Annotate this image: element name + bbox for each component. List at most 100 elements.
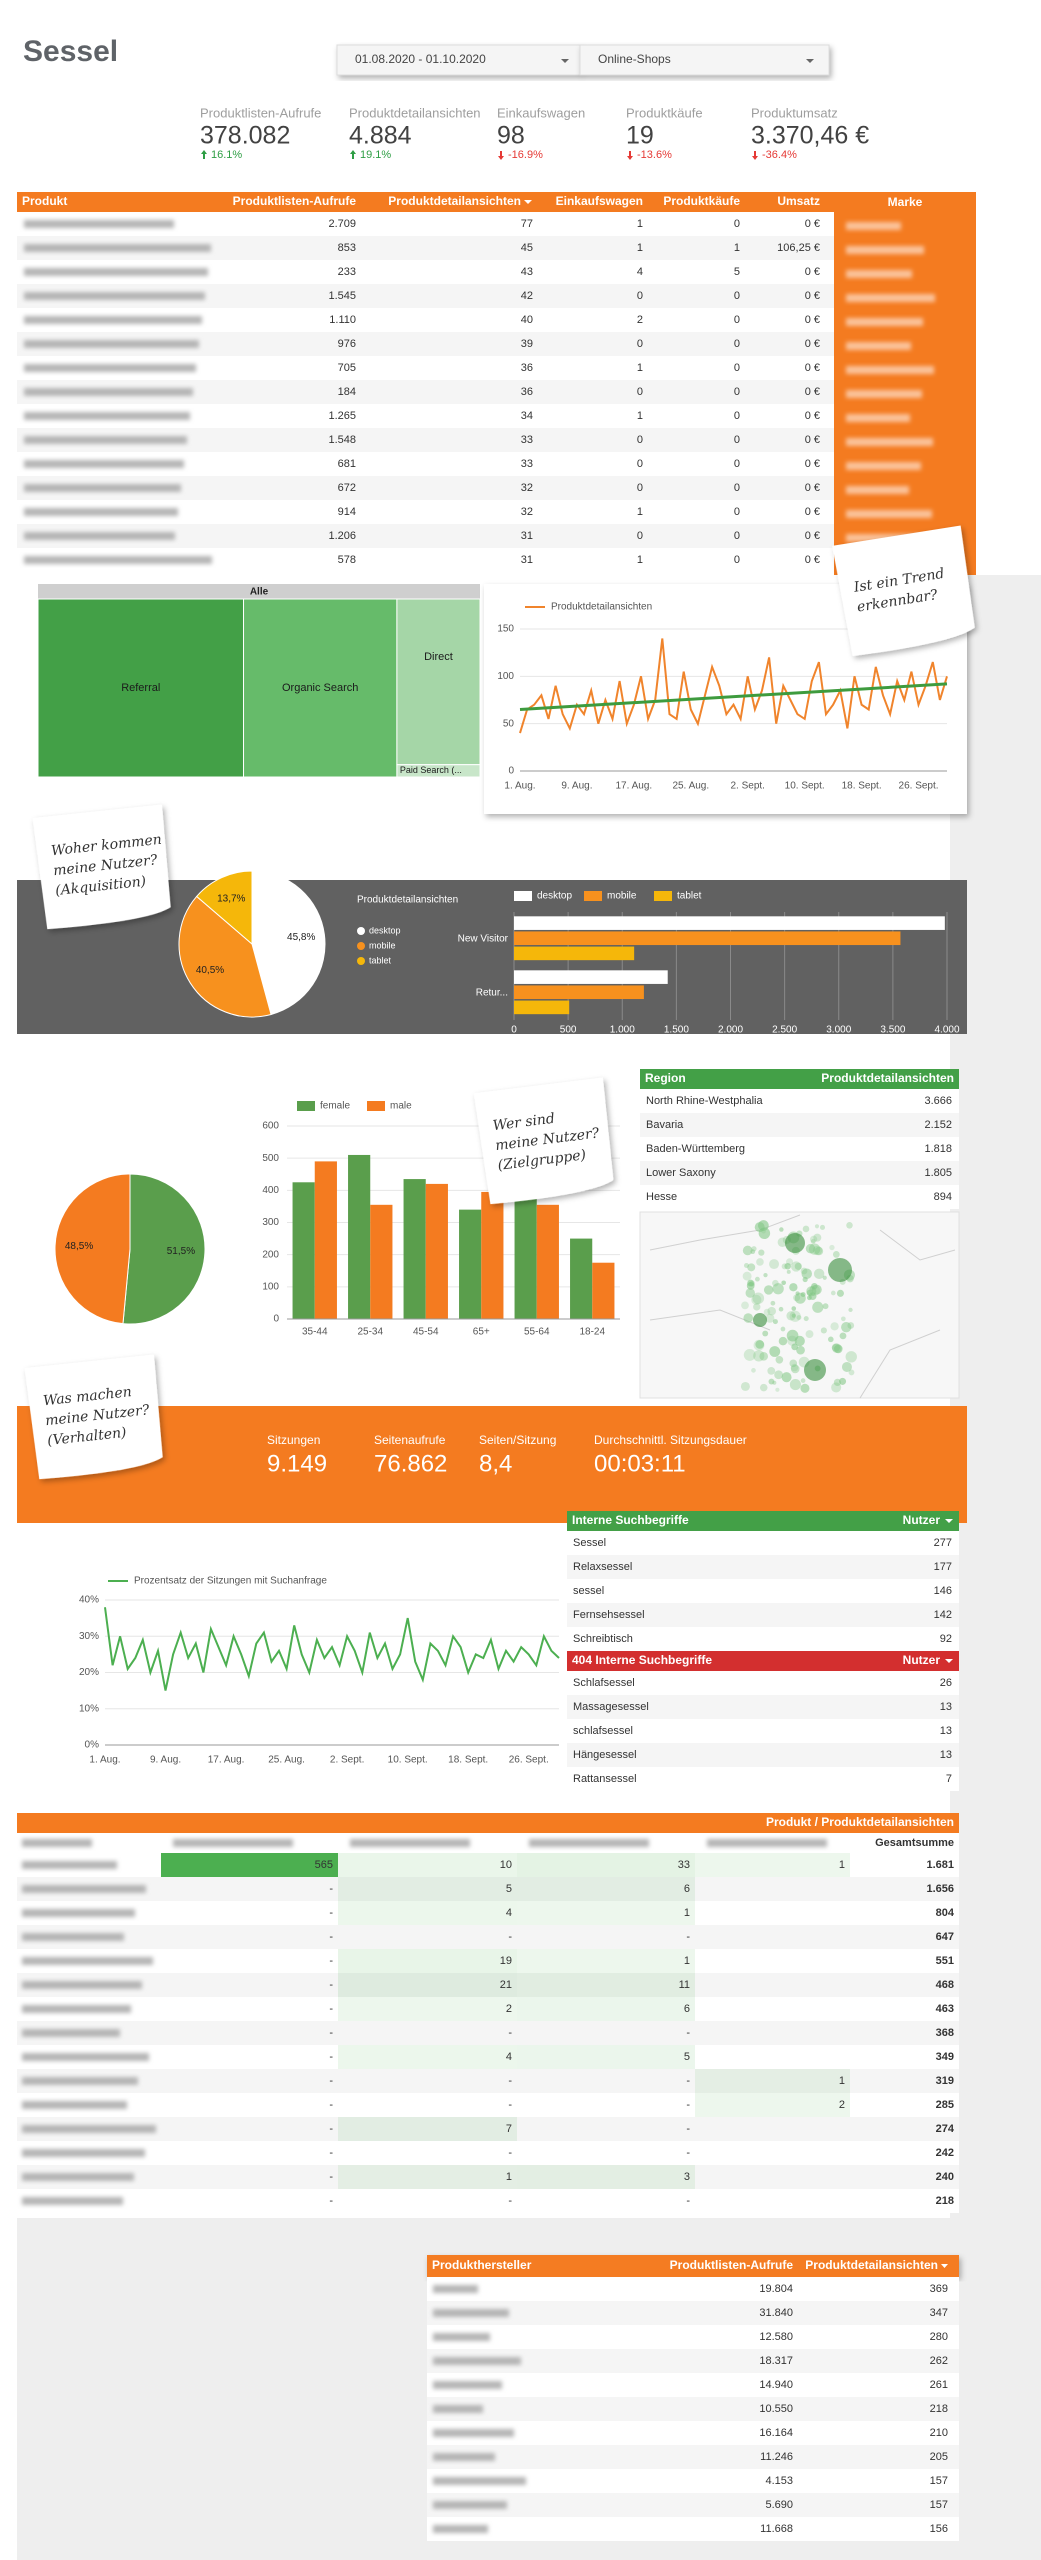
table-cell: 976 bbox=[338, 338, 356, 350]
filter-dropdown[interactable] bbox=[579, 44, 830, 76]
redacted-text bbox=[22, 1981, 142, 1989]
map-region bbox=[767, 1366, 776, 1375]
table-cell: - bbox=[686, 1931, 690, 1943]
pie-slice bbox=[178, 895, 272, 1018]
x-tick-label: 25-34 bbox=[357, 1327, 383, 1338]
table-cell: 242 bbox=[936, 2147, 954, 2159]
table-cell: 0 € bbox=[805, 386, 820, 398]
column-header: Nutzer bbox=[903, 1513, 941, 1527]
table-cell: 1 bbox=[637, 506, 643, 518]
map-region bbox=[841, 1361, 852, 1372]
redacted-text bbox=[22, 2005, 131, 2013]
map-region bbox=[756, 1258, 764, 1266]
table-cell: 0 bbox=[637, 434, 643, 446]
bar bbox=[514, 970, 668, 984]
table-cell: Hesse bbox=[646, 1191, 677, 1203]
x-tick-label: 4.000 bbox=[934, 1025, 959, 1036]
redacted-text bbox=[24, 364, 196, 372]
table-cell: 285 bbox=[936, 2099, 954, 2111]
table-cell: 34 bbox=[521, 410, 533, 422]
table-cell: 11 bbox=[679, 1979, 690, 1991]
note-paper bbox=[32, 804, 171, 930]
redacted-text bbox=[24, 268, 208, 276]
redacted-text bbox=[433, 2309, 509, 2317]
note-paper bbox=[473, 1077, 614, 1205]
table-cell: 681 bbox=[338, 458, 356, 470]
map-region bbox=[845, 1351, 857, 1363]
table-cell: Massagesessel bbox=[573, 1701, 649, 1713]
kpi-label: Produktdetailansichten bbox=[349, 105, 481, 120]
table-cell: - bbox=[508, 2075, 512, 2087]
table-row bbox=[640, 1089, 959, 1113]
table-cell: 7 bbox=[946, 1773, 952, 1785]
redacted-text bbox=[846, 438, 933, 446]
table-cell: - bbox=[329, 1907, 333, 1919]
table-cell: 106,25 € bbox=[777, 242, 820, 254]
legend-label: desktop bbox=[537, 891, 572, 902]
table-row bbox=[427, 2277, 959, 2301]
map-region bbox=[770, 1300, 776, 1306]
sort-icon bbox=[945, 1519, 953, 1523]
map-region bbox=[752, 1292, 765, 1305]
table-cell: 2 bbox=[839, 2099, 845, 2111]
map-region bbox=[751, 1246, 757, 1252]
y-tick-label: 300 bbox=[262, 1217, 279, 1228]
table-row bbox=[427, 2397, 959, 2421]
table-cell: 42 bbox=[521, 290, 533, 302]
map-region bbox=[759, 1352, 768, 1361]
x-tick-label: 18-24 bbox=[579, 1327, 605, 1338]
table-cell: - bbox=[329, 2195, 333, 2207]
kpi-arrow bbox=[627, 151, 633, 160]
dropdown-icon bbox=[806, 59, 814, 63]
table-cell: 1.805 bbox=[924, 1167, 952, 1179]
legend-label: male bbox=[390, 1101, 412, 1112]
pie-slice bbox=[122, 1173, 206, 1325]
map-region bbox=[789, 1379, 801, 1391]
map-region bbox=[745, 1288, 755, 1298]
table-cell: Lower Saxony bbox=[646, 1167, 716, 1179]
table-header bbox=[567, 1651, 959, 1671]
redacted-text bbox=[24, 316, 202, 324]
redacted-text bbox=[22, 1861, 117, 1869]
map-region bbox=[747, 1279, 754, 1287]
x-tick-label: 10. Sept. bbox=[388, 1755, 428, 1766]
line-series bbox=[104, 1607, 560, 1691]
redacted-text bbox=[24, 556, 212, 564]
table-cell: - bbox=[329, 2051, 333, 2063]
table-cell: 0 bbox=[734, 410, 740, 422]
x-tick-label: 1. Aug. bbox=[89, 1755, 120, 1766]
map-region bbox=[755, 1340, 765, 1349]
redacted-text bbox=[22, 1933, 124, 1941]
map-region bbox=[822, 1303, 829, 1310]
kpi-change: -36.4% bbox=[762, 149, 797, 161]
map-region bbox=[848, 1369, 855, 1376]
kpi-value: 8,4 bbox=[479, 1450, 512, 1477]
redacted-text bbox=[846, 462, 921, 470]
map-region bbox=[804, 1359, 826, 1381]
heat-cell bbox=[517, 2045, 695, 2069]
table-cell: 0 € bbox=[805, 218, 820, 230]
map-region bbox=[808, 1292, 817, 1301]
redacted-text bbox=[846, 222, 901, 230]
table-cell: 0 € bbox=[805, 314, 820, 326]
map-region bbox=[809, 1285, 821, 1296]
map-region bbox=[767, 1306, 776, 1316]
table-cell: 156 bbox=[930, 2523, 948, 2535]
bar bbox=[570, 1238, 593, 1319]
table-cell: 0 € bbox=[805, 506, 820, 518]
table-cell: 0 € bbox=[805, 410, 820, 422]
x-tick-label: 26. Sept. bbox=[899, 781, 939, 792]
x-tick-label: 17. Aug. bbox=[208, 1755, 245, 1766]
table-row bbox=[640, 1161, 959, 1185]
treemap-title: Alle bbox=[250, 587, 269, 598]
column-header: Interne Suchbegriffe bbox=[572, 1513, 689, 1527]
x-tick-label: 25. Aug. bbox=[268, 1755, 305, 1766]
table-row bbox=[17, 1925, 959, 1949]
table-cell: schlafsessel bbox=[573, 1725, 633, 1737]
kpi-label: Produktlisten-Aufrufe bbox=[200, 105, 321, 120]
map-region bbox=[822, 1275, 827, 1280]
legend-label: tablet bbox=[677, 891, 702, 902]
column-header: Einkaufswagen bbox=[556, 194, 643, 208]
heat-cell bbox=[517, 1853, 695, 1877]
